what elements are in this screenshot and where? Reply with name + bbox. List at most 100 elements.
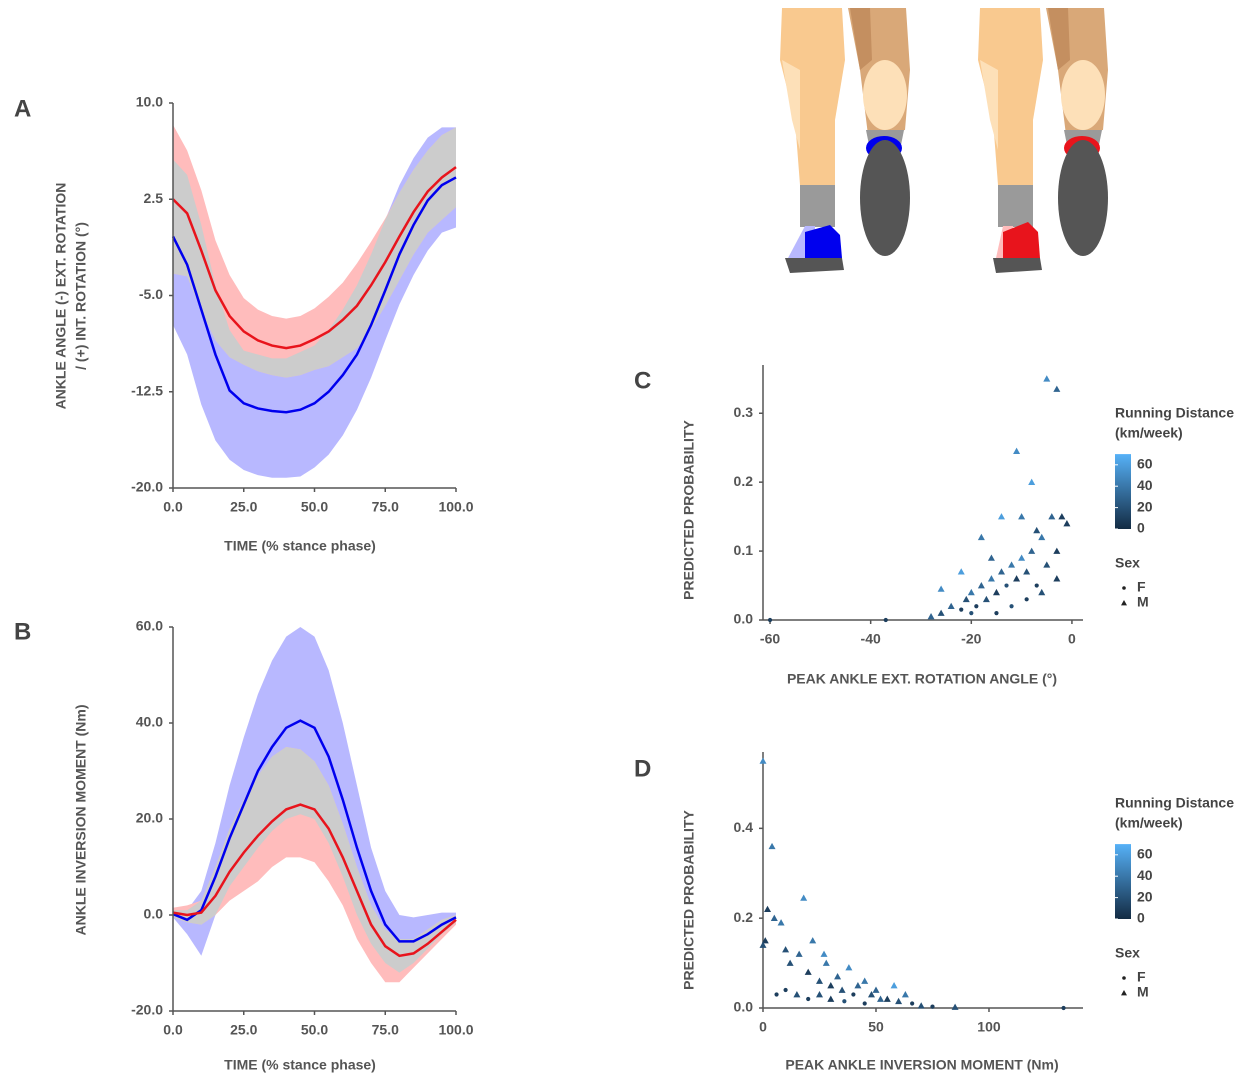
runner-illustration — [780, 8, 1108, 273]
point — [1063, 520, 1071, 527]
y-axis-title: / (+) INT. ROTATION (°) — [73, 222, 89, 370]
point — [959, 607, 964, 612]
x-axis-title: TIME (% stance phase) — [224, 1057, 376, 1073]
point — [800, 894, 808, 901]
point — [1018, 513, 1026, 520]
point — [951, 1003, 959, 1010]
point — [861, 977, 869, 984]
point — [1043, 561, 1051, 568]
point — [890, 982, 898, 989]
point — [851, 992, 856, 997]
point — [1013, 447, 1021, 454]
point — [815, 991, 823, 998]
point — [1024, 597, 1029, 602]
point — [937, 609, 945, 616]
point — [937, 585, 945, 592]
point — [883, 617, 888, 623]
point — [1053, 575, 1061, 582]
band — [173, 127, 456, 478]
point — [877, 995, 885, 1002]
mean-line — [172, 719, 457, 943]
x-tick-label: 0 — [759, 1019, 767, 1035]
colorbar-label: 40 — [1137, 867, 1153, 883]
point — [822, 959, 830, 966]
colorbar — [1115, 844, 1131, 919]
legend-title: Sex — [1115, 945, 1140, 961]
point — [1004, 583, 1009, 588]
x-axis-title: TIME (% stance phase) — [224, 538, 376, 554]
y-axis-title: ANKLE INVERSION MOMENT (Nm) — [73, 705, 89, 936]
point — [854, 982, 862, 989]
point — [994, 611, 999, 616]
panel-label: B — [14, 618, 31, 645]
legend-title: (km/week) — [1115, 815, 1183, 831]
x-tick-label: 100.0 — [438, 499, 473, 515]
point — [1028, 478, 1036, 485]
point — [867, 991, 875, 998]
y-tick-label: 0.1 — [734, 542, 754, 558]
point — [1013, 575, 1021, 582]
colorbar-label: 20 — [1137, 888, 1153, 904]
point — [767, 617, 773, 623]
colorbar-label: 60 — [1137, 846, 1153, 862]
point — [804, 968, 812, 975]
point — [967, 588, 975, 596]
point — [987, 554, 995, 561]
point — [842, 999, 847, 1004]
point — [997, 568, 1005, 575]
point — [957, 568, 965, 575]
mean-line — [171, 176, 457, 414]
x-tick-label: 25.0 — [230, 1022, 257, 1038]
point — [795, 950, 803, 957]
point — [1053, 385, 1061, 392]
point — [782, 946, 790, 953]
point — [759, 941, 767, 948]
y-axis-title: PREDICTED PROBABILITY — [681, 810, 697, 990]
y-tick-label: -20.0 — [131, 479, 163, 495]
point — [759, 757, 767, 764]
y-tick-label: 60.0 — [136, 618, 163, 634]
point — [1009, 604, 1014, 609]
x-tick-label: 75.0 — [372, 1022, 399, 1038]
y-tick-label: -5.0 — [139, 286, 163, 302]
legend-symbol — [1121, 990, 1127, 996]
point — [827, 982, 835, 989]
colorbar-label: 20 — [1137, 498, 1153, 514]
point — [917, 1002, 925, 1009]
colorbar-label: 40 — [1137, 477, 1153, 493]
panel-label: D — [634, 755, 651, 782]
point — [793, 991, 801, 998]
x-tick-label: 0.0 — [163, 1022, 183, 1038]
legend-title: Sex — [1115, 555, 1140, 571]
x-tick-label: -60 — [760, 631, 780, 647]
point — [774, 992, 779, 997]
point — [982, 595, 990, 603]
point — [1038, 588, 1046, 596]
y-tick-label: 0.0 — [734, 611, 754, 627]
point — [992, 588, 1000, 596]
legend-label: M — [1137, 594, 1149, 610]
legend-symbol — [1122, 586, 1126, 590]
point — [761, 937, 769, 944]
point — [815, 977, 823, 984]
y-tick-label: 20.0 — [136, 810, 163, 826]
colorbar-label: 60 — [1137, 456, 1153, 472]
point — [1028, 547, 1036, 554]
point — [777, 919, 785, 926]
point — [872, 986, 880, 993]
point — [883, 995, 891, 1002]
x-axis-title: PEAK ANKLE EXT. ROTATION ANGLE (°) — [787, 671, 1057, 687]
point — [1058, 513, 1066, 520]
x-tick-label: 50.0 — [301, 499, 328, 515]
point — [1008, 561, 1016, 568]
point — [838, 986, 846, 993]
point — [1018, 554, 1026, 561]
point — [1043, 375, 1051, 382]
point — [930, 1004, 935, 1009]
legend-symbol — [1122, 976, 1126, 980]
point — [895, 997, 903, 1005]
point — [764, 905, 772, 912]
point — [977, 533, 985, 541]
x-tick-label: 50 — [868, 1019, 884, 1035]
